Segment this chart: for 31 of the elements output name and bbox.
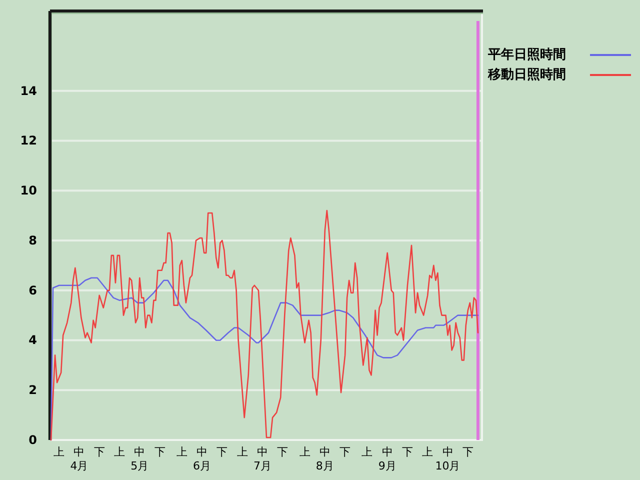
legend-label: 移動日照時間 xyxy=(487,68,566,82)
x-tick-label: 上 xyxy=(236,446,248,458)
x-tick-label: 中 5月 xyxy=(130,446,149,472)
legend-label: 平年日照時間 xyxy=(487,48,566,62)
x-tick-label: 下 xyxy=(154,446,166,458)
x-tick-label: 上 xyxy=(422,446,434,458)
x-tick-label: 上 xyxy=(114,446,125,458)
y-tick-label: 4 xyxy=(28,333,37,348)
x-tick-label: 下 xyxy=(402,446,413,458)
x-tick-label: 下 xyxy=(277,446,288,458)
x-tick-label: 上 xyxy=(299,446,310,458)
x-tick-label: 中 6月 xyxy=(193,446,212,472)
x-tick-label: 中 10月 xyxy=(435,446,460,472)
x-tick-label: 下 xyxy=(216,446,228,458)
y-tick-label: 10 xyxy=(20,184,37,198)
y-tick-label: 12 xyxy=(20,134,37,148)
y-tick-label: 2 xyxy=(28,383,37,398)
x-tick-label: 中 7月 xyxy=(253,446,272,472)
x-tick-label: 中 8月 xyxy=(316,446,334,472)
y-tick-label: 14 xyxy=(20,84,37,98)
x-tick-label: 上 xyxy=(176,446,188,458)
y-tick-label: 8 xyxy=(28,233,37,248)
x-tick-label: 下 xyxy=(94,446,105,458)
y-tick-label: 0 xyxy=(28,433,37,447)
x-tick-label: 中 9月 xyxy=(378,446,396,472)
x-tick-label: 中 4月 xyxy=(70,446,88,472)
x-tick-label: 下 xyxy=(462,446,474,458)
y-tick-label: 6 xyxy=(28,283,37,298)
x-tick-label: 下 xyxy=(340,446,351,458)
x-tick-label: 上 xyxy=(54,446,65,458)
x-tick-label: 上 xyxy=(362,446,373,458)
